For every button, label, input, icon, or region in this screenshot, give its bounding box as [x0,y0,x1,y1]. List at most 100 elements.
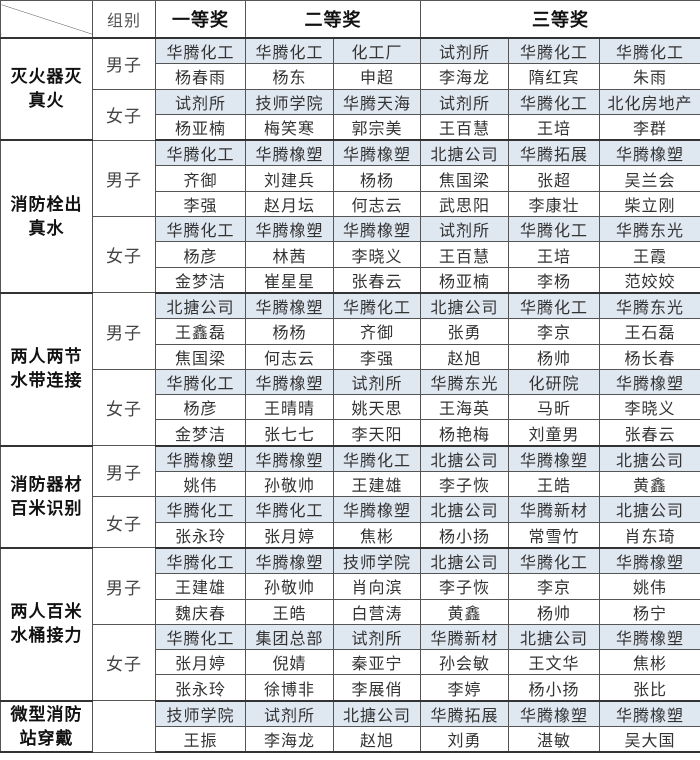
winner-name-cell: 张永玲 [155,674,246,702]
organization-cell: 试剂所 [420,37,509,65]
winner-name-cell: 李强 [155,190,246,218]
winner-name-cell: 武思阳 [420,190,509,218]
org-row: 消防器材百米识别 男子 华腾橡塑 华腾橡塑 华腾化工 北搪公司 华腾橡塑 北搪公司 [0,445,700,549]
winner-name-cell: 杨艳梅 [420,419,509,447]
organization-cell: 华腾橡塑 [245,216,334,243]
winner-name-cell: 杨彦 [155,394,246,421]
org-row: 女子 华腾化工 华腾橡塑 华腾橡塑 试剂所 华腾化工 华腾东光 [1,216,700,294]
winner-name-cell: 王晴晴 [245,394,334,421]
winner-name-cell: 杨宁 [598,598,700,625]
organization-cell: 华腾拓展 [420,700,509,728]
organization-cell: 华腾化工 [155,37,246,65]
winner-name-cell: 李强 [333,343,421,370]
winner-name-cell: 王建雄 [333,471,421,498]
organization-cell: 华腾橡塑 [333,139,421,167]
winner-name-cell: 何志云 [333,190,421,218]
organization-cell: 华腾新材 [420,623,509,651]
winner-name-cell: 徐博非 [245,674,334,702]
winner-name-cell: 王百慧 [420,241,509,268]
winner-name-cell: 李展俏 [333,674,421,702]
organization-cell: 华腾橡塑 [598,547,700,575]
organization-cell: 华腾东光 [598,216,700,243]
winner-name-cell: 李京 [508,573,600,600]
name-row: 金梦洁 崔星星 张春云 杨亚楠 李杨 范姣姣 [1,266,700,294]
winner-name-cell: 李子恢 [420,471,509,498]
name-row: 张月婷 倪婧 秦亚宁 孙会敏 王文华 焦彬 [1,649,700,676]
org-row: 微型消防站穿戴 技师学院 试剂所 北搪公司 华腾拓展 华腾橡塑 华腾橡塑 [0,700,700,754]
winner-name-cell: 杨帅 [508,598,600,625]
winner-name-cell: 姚天思 [333,394,421,421]
organization-cell: 华腾橡塑 [333,216,421,243]
winner-name-cell: 王建雄 [155,573,246,600]
organization-cell: 华腾橡塑 [155,445,246,473]
organization-cell: 华腾化工 [508,292,600,320]
winner-name-cell: 王鑫磊 [155,318,246,345]
org-row: 女子 试剂所 技师学院 华腾天海 试剂所 华腾化工 北化房地产 [1,88,700,141]
winner-name-cell: 刘勇 [420,726,509,754]
organization-cell: 化研院 [508,368,600,396]
organization-cell: 华腾橡塑 [245,445,334,473]
group-label: 女子 [92,88,156,141]
winner-name-cell: 姚伟 [155,471,246,498]
organization-cell: 华腾橡塑 [245,139,334,167]
group-header: 组别 [92,0,156,39]
winner-name-cell: 申超 [333,63,421,90]
first-prize-header: 一等奖 [155,0,246,39]
name-row: 杨亚楠 梅笑寒 郭宗美 王百慧 王培 李群 [1,113,700,142]
organization-cell: 技师学院 [333,547,421,575]
winner-name-cell: 赵旭 [420,343,509,370]
group-label: 男子 [92,292,156,370]
winner-name-cell: 王振 [155,726,246,754]
group-label: 男子 [92,139,156,218]
name-row: 杨春雨 杨东 申超 李海龙 隋红宾 朱雨 [1,63,700,90]
winner-name-cell: 金梦洁 [155,266,246,294]
organization-cell: 试剂所 [245,700,334,728]
winner-name-cell: 王文华 [508,649,600,676]
event-name: 两人两节水带连接 [0,292,93,447]
organization-cell: 华腾东光 [598,292,700,320]
winner-name-cell: 杨小扬 [508,674,600,702]
organization-cell: 北搪公司 [598,496,700,523]
winner-name-cell: 杨亚楠 [420,266,509,294]
group-label: 女子 [92,216,156,294]
winner-name-cell: 隋红宾 [508,63,600,90]
organization-cell: 技师学院 [245,88,334,115]
winner-name-cell: 杨春雨 [155,63,246,90]
org-row: 女子 华腾化工 华腾化工 华腾橡塑 北搪公司 华腾新材 北搪公司 [1,496,700,549]
winner-name-cell: 王培 [508,241,600,268]
winner-name-cell: 肖东琦 [598,521,700,549]
organization-cell: 北搪公司 [420,496,509,523]
organization-cell: 华腾化工 [155,623,246,651]
organization-cell: 华腾化工 [333,292,421,320]
name-row: 焦国梁 何志云 李强 赵旭 杨帅 杨长春 [1,343,700,370]
winner-name-cell: 张春云 [598,419,700,447]
winner-name-cell: 魏庆春 [155,598,246,625]
organization-cell: 华腾化工 [598,37,700,65]
organization-cell: 华腾化工 [155,368,246,396]
name-row: 张永玲 张月婷 焦彬 杨小扬 常雪竹 肖东琦 [1,521,700,549]
winner-name-cell: 杨长春 [598,343,700,370]
winner-name-cell: 赵旭 [333,726,421,754]
name-row: 王建雄 孙敬帅 肖向滨 李子恢 李京 姚伟 [1,573,700,600]
organization-cell: 华腾拓展 [508,139,600,167]
winner-name-cell: 姚伟 [598,573,700,600]
organization-cell: 华腾化工 [245,37,334,65]
event-name: 消防器材百米识别 [0,445,93,549]
winner-name-cell: 张比 [598,674,700,702]
name-row: 金梦洁 张七七 李天阳 杨艳梅 刘童男 张春云 [1,419,700,447]
winner-name-cell: 李子恢 [420,573,509,600]
organization-cell: 北搪公司 [155,292,246,320]
winner-name-cell: 齐御 [333,318,421,345]
organization-cell: 北搪公司 [420,547,509,575]
winner-name-cell: 柴立刚 [598,190,700,218]
organization-cell: 集团总部 [245,623,334,651]
organization-cell: 华腾化工 [508,88,600,115]
organization-cell: 华腾橡塑 [245,292,334,320]
winner-name-cell: 李晓义 [598,394,700,421]
organization-cell: 华腾化工 [333,445,421,473]
winner-name-cell: 张七七 [245,419,334,447]
org-row: 两人百米水桶接力 男子 华腾化工 华腾橡塑 技师学院 北搪公司 华腾化工 华腾橡塑 [0,547,700,702]
organization-cell: 华腾橡塑 [245,368,334,396]
organization-cell: 华腾橡塑 [598,139,700,167]
org-row: 消防栓出真水 男子 华腾化工 华腾橡塑 华腾橡塑 北搪公司 华腾拓展 华腾橡塑 [0,139,700,294]
